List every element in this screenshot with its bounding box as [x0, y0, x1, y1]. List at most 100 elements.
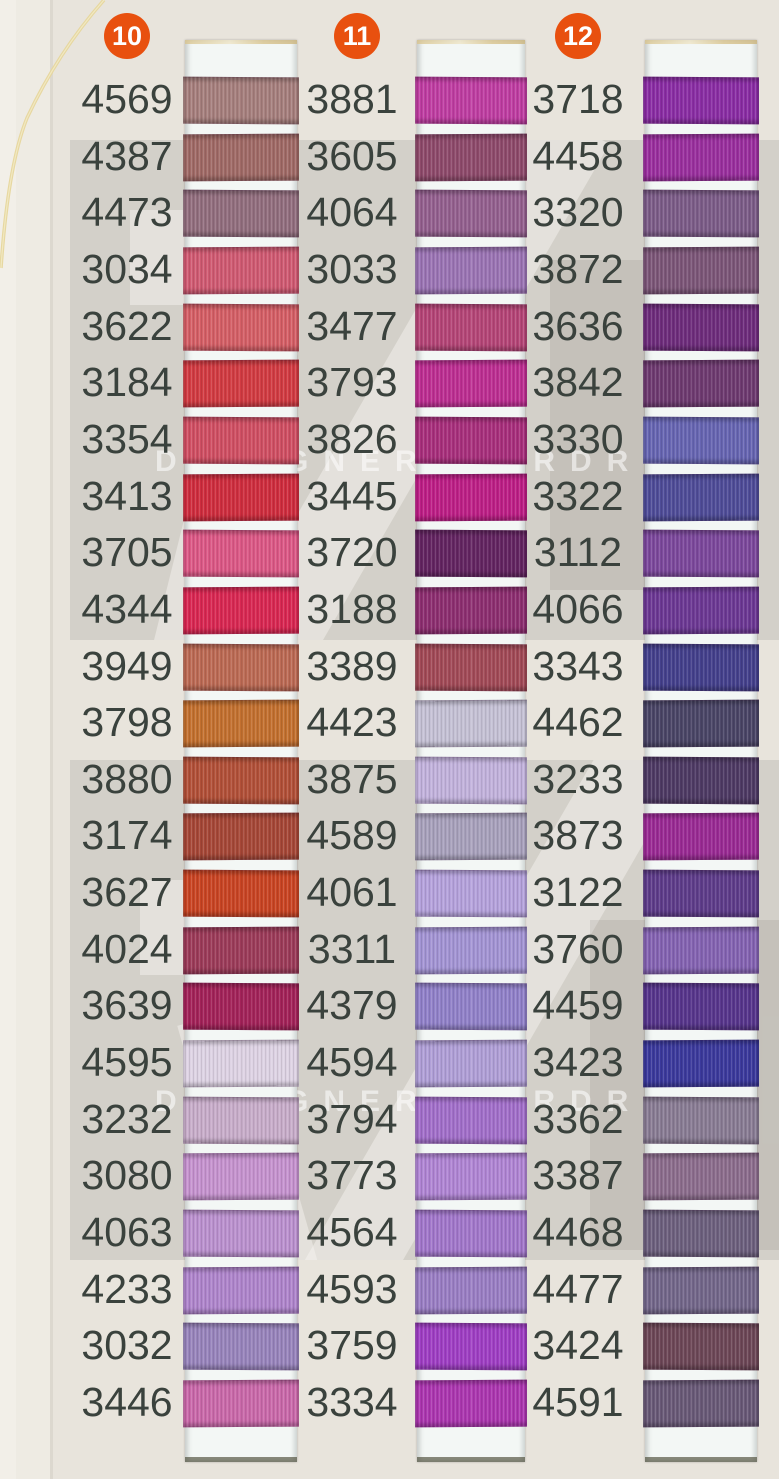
thread-code: 4468	[532, 1209, 624, 1255]
thread-code: 4477	[532, 1265, 624, 1312]
thread-code: 3311	[307, 925, 397, 972]
thread-code: 3112	[533, 529, 623, 576]
thread-swatch	[643, 1266, 759, 1315]
thread-code: 3627	[81, 869, 173, 916]
thread-code: 3875	[306, 755, 398, 802]
thread-code: 3034	[81, 245, 173, 292]
thread-swatch	[643, 926, 759, 975]
thread-code: 3122	[532, 869, 624, 916]
thread-code: 3718	[532, 76, 624, 122]
thread-code: 3033	[306, 245, 398, 292]
thread-swatch	[643, 813, 759, 861]
thread-code: 3793	[306, 359, 398, 406]
thread-code: 3233	[532, 755, 624, 802]
thread-code: 3334	[306, 1378, 398, 1425]
thread-code: 4063	[81, 1209, 173, 1255]
thread-code: 3446	[81, 1378, 173, 1425]
thread-swatch	[643, 1379, 759, 1428]
thread-code: 3949	[81, 642, 173, 689]
thread-code: 3424	[532, 1322, 624, 1369]
thread-code: 4594	[306, 1039, 398, 1086]
thread-code: 4379	[306, 982, 398, 1029]
thread-code: 4064	[306, 189, 398, 236]
thread-swatch	[643, 529, 759, 578]
thread-code: 3387	[532, 1152, 624, 1199]
thread-swatch	[643, 1096, 759, 1145]
thread-swatch	[643, 1039, 759, 1088]
thread-code: 3622	[81, 302, 173, 349]
thread-swatch	[643, 359, 759, 408]
thread-code: 3188	[306, 585, 398, 632]
thread-code: 3872	[532, 245, 624, 292]
thread-code: 3705	[81, 529, 173, 576]
thread-code: 4591	[532, 1378, 624, 1425]
thread-code: 3759	[306, 1322, 398, 1369]
thread-code: 3343	[532, 642, 624, 689]
thread-code: 4589	[306, 812, 398, 859]
thread-code: 3330	[532, 415, 624, 462]
thread-code: 3639	[81, 982, 173, 1029]
thread-code: 4387	[81, 132, 173, 179]
thread-code: 3842	[532, 359, 624, 406]
thread-code: 3174	[81, 812, 173, 859]
thread-code: 3322	[532, 472, 624, 519]
thread-swatch	[643, 643, 759, 691]
thread-code: 3881	[306, 76, 398, 122]
thread-code: 4593	[306, 1265, 398, 1312]
thread-code: 3080	[81, 1152, 173, 1199]
thread-swatch	[643, 586, 759, 635]
thread-swatch	[643, 1152, 759, 1201]
thread-code: 3880	[81, 755, 173, 802]
column-10-thread-card	[183, 40, 299, 1462]
thread-code: 3873	[532, 812, 624, 859]
thread-swatch	[643, 416, 759, 465]
thread-code: 3354	[81, 415, 173, 462]
thread-code: 3423	[532, 1039, 624, 1086]
thread-swatch	[643, 983, 759, 1031]
column-12-badge: 12	[555, 13, 601, 59]
thread-code: 4473	[81, 189, 173, 236]
thread-code: 3636	[532, 302, 624, 349]
thread-code: 3445	[306, 472, 398, 519]
thread-code: 3032	[81, 1322, 173, 1369]
thread-code: 3389	[306, 642, 398, 689]
thread-swatch	[643, 869, 759, 918]
thread-swatch	[643, 76, 759, 125]
thread-code: 4066	[532, 585, 624, 632]
thread-swatch	[643, 473, 759, 521]
thread-code: 3773	[306, 1152, 398, 1199]
thread-code: 3760	[532, 925, 624, 972]
column-10-badge: 10	[104, 13, 150, 59]
thread-code: 4564	[306, 1209, 398, 1255]
thread-code: 3794	[306, 1095, 398, 1142]
thread-code: 4569	[81, 76, 173, 122]
thread-code: 3413	[81, 472, 173, 519]
column-12-thread-card	[643, 40, 759, 1462]
thread-code: 3605	[306, 132, 398, 179]
thread-swatch	[643, 699, 759, 748]
thread-code: 4423	[306, 699, 398, 746]
thread-code: 3720	[306, 529, 398, 576]
thread-code: 4061	[306, 869, 398, 916]
thread-swatch	[643, 303, 759, 351]
thread-swatch	[643, 756, 759, 805]
column-11-badge: 11	[334, 13, 380, 59]
thread-code: 3477	[306, 302, 398, 349]
thread-code: 3232	[81, 1095, 173, 1142]
page-left-edge	[0, 0, 58, 1479]
thread-code: 3826	[306, 415, 398, 462]
thread-code: 4024	[81, 925, 173, 972]
thread-code: 4595	[81, 1039, 173, 1086]
thread-code: 4459	[532, 982, 624, 1029]
thread-code: 4344	[81, 585, 173, 632]
thread-swatch	[643, 246, 759, 295]
thread-code: 4458	[532, 132, 624, 179]
thread-code: 3320	[532, 189, 624, 236]
thread-code: 3362	[532, 1095, 624, 1142]
thread-swatch	[643, 133, 759, 182]
thread-code: 4462	[532, 699, 624, 746]
thread-code: 3798	[81, 699, 173, 746]
thread-code: 3184	[81, 359, 173, 406]
thread-swatch	[643, 1209, 759, 1258]
thread-swatch	[643, 189, 759, 238]
